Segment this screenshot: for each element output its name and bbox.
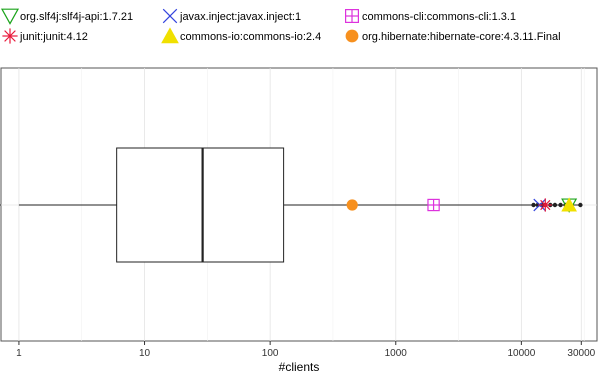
legend-label: javax.inject:javax.inject:1 [179,11,301,23]
x-tick-label: 30000 [567,348,595,359]
legend-label: org.hibernate:hibernate-core:4.3.11.Fina… [362,31,561,43]
legend-key-icon [345,9,360,24]
outlier-point [558,202,563,208]
x-axis: 1 10 100 1000 10000 30000 [0,204,596,359]
legend-key-icon [161,27,179,44]
data-marker [427,198,440,212]
legend-label: org.slf4j:slf4j-api:1.7.21 [20,11,133,23]
legend-key-icon [345,29,359,43]
legend-label: commons-cli:commons-cli:1.3.1 [362,11,516,23]
legend-label: junit:junit:4.12 [19,31,88,43]
legend-label: commons-io:commons-io:2.4 [180,31,321,43]
circle-shape [346,199,358,211]
asterisk-stroke [540,199,551,211]
outlier-point [552,202,558,208]
data-marker [346,199,358,211]
x-axis-label: #clients [279,360,320,374]
interquartile-box [116,147,285,263]
highlighted-markers [346,197,578,213]
legend-item: org.hibernate:hibernate-core:4.3.11.Fina… [345,29,561,43]
legend-key-icon [2,28,18,44]
triangle-up-shape [561,197,577,212]
triangle-down-shape [0,8,20,25]
legend-item: junit:junit:4.12 [2,28,88,44]
legend-item: commons-io:commons-io:2.4 [161,27,321,44]
legend-key-icon [0,8,20,25]
legend: org.slf4j:slf4j-api:1.7.21 javax.inject:j… [0,8,561,44]
cross-stroke [162,8,178,24]
x-tick-label: 10 [139,348,151,359]
data-marker [561,197,577,212]
legend-item: commons-cli:commons-cli:1.3.1 [345,9,516,24]
x-tick-label: 1 [16,348,22,359]
legend-item: javax.inject:javax.inject:1 [162,8,301,24]
x-tick-label: 100 [262,348,279,359]
x-tick-label: 1000 [385,348,408,359]
data-marker [538,198,552,212]
legend-key-icon [162,8,178,24]
x-tick-label: 10000 [507,348,535,359]
outlier-point [578,202,583,208]
legend-item: org.slf4j:slf4j-api:1.7.21 [0,8,133,25]
asterisk-stroke [4,30,16,42]
outlier-point [531,202,536,208]
circle-shape [345,29,359,43]
boxplot [18,147,581,263]
triangle-up-shape [161,27,179,44]
